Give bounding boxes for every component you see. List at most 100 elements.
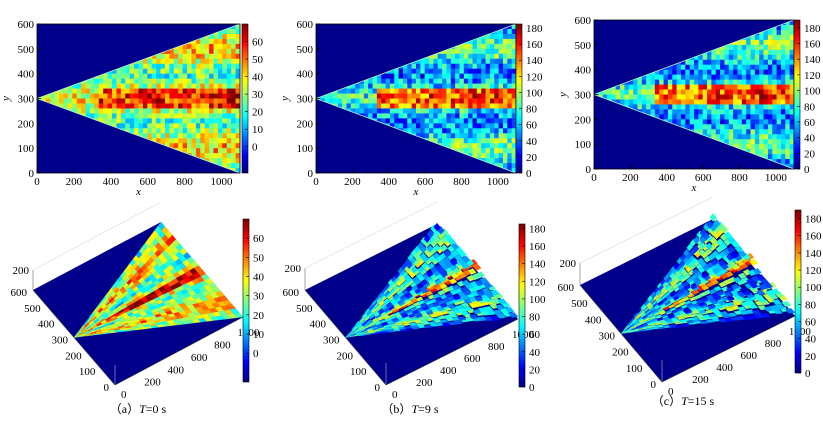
y-tick-label: 300 <box>575 90 592 102</box>
x-tick-label: 800 <box>488 341 505 353</box>
x-tick-label: 800 <box>765 338 782 350</box>
colorbar-tick-label: 100 <box>526 87 543 99</box>
x-tick-label: 200 <box>416 377 433 389</box>
x-tick-label: 600 <box>191 352 208 364</box>
colorbar-tick-label: 100 <box>804 86 821 98</box>
x-tick-label: 0 <box>34 176 40 188</box>
y-tick-label: 300 <box>297 94 314 106</box>
x-tick-label: 800 <box>176 176 193 188</box>
z-tick-label: 200 <box>13 265 30 277</box>
colorbar <box>794 209 802 374</box>
colorbar-tick-label: 180 <box>529 223 546 235</box>
x-tick-label: 600 <box>417 176 434 188</box>
y-tick-label: 500 <box>24 303 41 315</box>
colorbar-tick-label: 180 <box>804 23 821 35</box>
y-tick-label: 600 <box>558 282 575 294</box>
y-axis-line <box>32 289 116 386</box>
y-tick-label: 400 <box>38 319 55 331</box>
colorbar-tick-label: 160 <box>529 241 546 253</box>
colorbar-tick-label: 120 <box>804 70 821 82</box>
colorbar-tick-label: 80 <box>526 104 538 116</box>
y-axis-line <box>304 289 387 386</box>
surface-mesh <box>73 221 244 338</box>
y-tick-label: 600 <box>18 19 35 31</box>
colorbar-tick-label: 40 <box>804 133 816 145</box>
x-axis-line <box>661 315 796 383</box>
x-tick-label: 600 <box>695 172 712 184</box>
x-axis-line <box>385 318 519 386</box>
x-tick-label: 1000 <box>765 172 788 184</box>
colorbar-tick-label: 60 <box>804 117 816 129</box>
x-tick-label: 400 <box>103 176 120 188</box>
y-tick-label: 200 <box>18 118 35 130</box>
y-tick-label: 0 <box>586 164 592 176</box>
y-tick-label: 0 <box>104 382 110 394</box>
x-tick-label: 600 <box>464 353 481 365</box>
heatmap-panel-a: 0 200 400 600 800 10000100200300400500600xy01… <box>0 19 264 198</box>
colorbar-tick-label: 20 <box>529 364 541 376</box>
back-grid-line <box>32 201 162 271</box>
y-tick-label: 600 <box>11 287 28 299</box>
colorbar-tick-label: 100 <box>805 282 822 294</box>
colorbar-tick-label: 180 <box>526 23 543 35</box>
colorbar-tick-label: 50 <box>253 252 265 264</box>
x-tick-label: 200 <box>66 176 83 188</box>
x-tick-label: 200 <box>692 374 709 386</box>
colorbar-tick-label: 50 <box>252 54 264 66</box>
surface-panel-c: 2000200400600800100001002003004005006000… <box>558 196 822 398</box>
colorbar-tick-label: 10 <box>253 329 265 341</box>
colorbar-tick-label: 160 <box>804 39 821 51</box>
x-axis-label: x <box>413 186 419 198</box>
x-tick-label: 1000 <box>211 176 234 188</box>
colorbar-tick-label: 180 <box>805 214 822 226</box>
colorbar-tick-label: 40 <box>252 72 264 84</box>
y-tick-label: 600 <box>575 15 592 27</box>
colorbar-tick-label: 40 <box>526 136 538 148</box>
y-tick-label: 400 <box>585 314 602 326</box>
x-tick-label: 200 <box>344 176 361 188</box>
surface-panel-b: 2000200400600800100001002003004005006000… <box>283 201 546 401</box>
colorbar-tick-label: 0 <box>253 348 259 360</box>
x-tick-label: 200 <box>144 377 161 389</box>
back-grid-line <box>304 201 438 269</box>
colorbar-tick-label: 0 <box>805 368 811 380</box>
caption-b: （b）T=9 s <box>381 402 438 416</box>
colorbar <box>515 23 523 174</box>
x-tick-label: 0 <box>668 386 674 398</box>
x-tick-label: 400 <box>440 365 457 377</box>
colorbar-tick-label: 20 <box>804 148 816 160</box>
y-tick-label: 200 <box>337 350 354 362</box>
colorbar-tick-label: 120 <box>805 265 822 277</box>
y-tick-label: 400 <box>297 69 314 81</box>
x-tick-label: 600 <box>139 176 156 188</box>
y-tick-label: 500 <box>575 40 592 52</box>
y-tick-label: 300 <box>323 335 340 347</box>
colorbar-tick-label: 60 <box>529 329 541 341</box>
y-tick-label: 100 <box>626 363 643 375</box>
colorbar-tick-label: 160 <box>526 39 543 51</box>
surface-mesh <box>345 222 519 338</box>
colorbar <box>241 23 249 174</box>
y-axis-label: y <box>279 96 291 102</box>
y-tick-label: 0 <box>29 168 35 180</box>
z-tick-label: 200 <box>285 263 302 275</box>
x-tick-label: 200 <box>622 172 639 184</box>
y-tick-label: 0 <box>308 168 314 180</box>
colorbar-tick-label: 100 <box>529 294 546 306</box>
x-tick-label: 400 <box>658 172 675 184</box>
back-grid-line <box>579 196 714 264</box>
y-tick-label: 100 <box>575 139 592 151</box>
colorbar-tick-label: 0 <box>526 168 532 180</box>
colorbar-tick-label: 0 <box>252 142 258 154</box>
y-tick-label: 400 <box>18 69 35 81</box>
y-tick-label: 200 <box>297 118 314 130</box>
x-tick-label: 800 <box>731 172 748 184</box>
colorbar-tick-label: 20 <box>252 107 264 119</box>
y-tick-label: 100 <box>18 143 35 155</box>
y-tick-label: 300 <box>52 335 69 347</box>
x-tick-label: 1000 <box>487 176 510 188</box>
colorbar-tick-label: 80 <box>805 299 817 311</box>
colorbar-tick-label: 30 <box>253 291 265 303</box>
colorbar-tick-label: 160 <box>805 231 822 243</box>
